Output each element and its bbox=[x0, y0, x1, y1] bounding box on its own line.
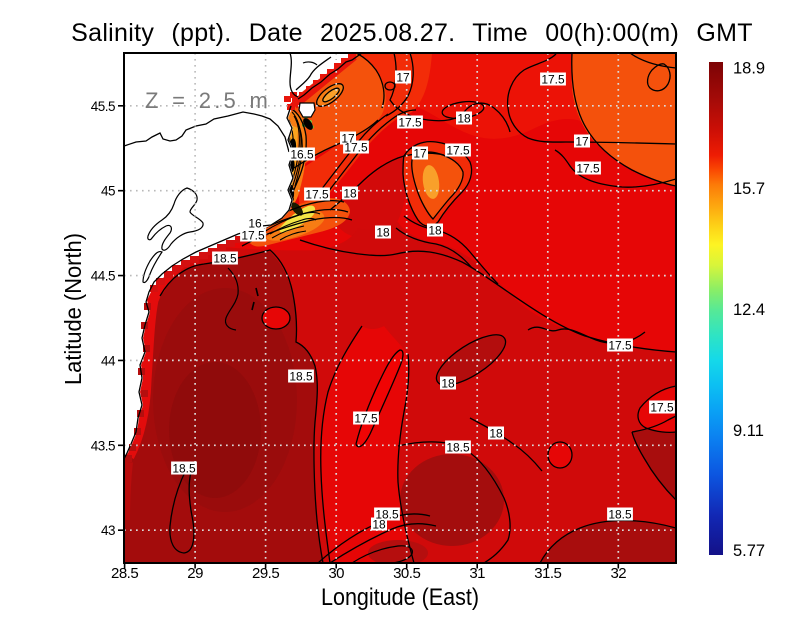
svg-text:28.5: 28.5 bbox=[111, 565, 138, 582]
svg-text:31: 31 bbox=[469, 565, 485, 582]
svg-text:18: 18 bbox=[441, 376, 455, 390]
svg-text:32: 32 bbox=[610, 565, 626, 582]
svg-text:30.5: 30.5 bbox=[393, 565, 420, 582]
svg-text:17: 17 bbox=[341, 131, 355, 145]
svg-text:43: 43 bbox=[101, 523, 115, 538]
svg-text:18: 18 bbox=[372, 517, 386, 531]
svg-text:12.4: 12.4 bbox=[733, 301, 765, 319]
svg-text:18.5: 18.5 bbox=[375, 507, 399, 521]
svg-text:9.11: 9.11 bbox=[733, 422, 764, 440]
svg-text:15.7: 15.7 bbox=[733, 180, 765, 198]
svg-text:17.5: 17.5 bbox=[305, 187, 329, 201]
svg-text:17.5: 17.5 bbox=[608, 338, 632, 352]
svg-text:17.5: 17.5 bbox=[576, 161, 600, 175]
svg-text:43.5: 43.5 bbox=[91, 438, 115, 453]
svg-text:18: 18 bbox=[428, 223, 442, 237]
svg-text:18.9: 18.9 bbox=[733, 60, 765, 78]
svg-text:Longitude (East): Longitude (East) bbox=[321, 584, 479, 611]
svg-text:17: 17 bbox=[396, 70, 410, 84]
svg-text:45: 45 bbox=[101, 184, 115, 199]
svg-text:5.77: 5.77 bbox=[733, 542, 765, 560]
svg-text:31.5: 31.5 bbox=[534, 565, 561, 582]
svg-text:17.5: 17.5 bbox=[446, 143, 470, 157]
svg-text:17.5: 17.5 bbox=[398, 115, 422, 129]
svg-text:17.5: 17.5 bbox=[354, 411, 378, 425]
svg-text:18.5: 18.5 bbox=[608, 507, 632, 521]
svg-text:18: 18 bbox=[489, 426, 503, 440]
svg-text:17.5: 17.5 bbox=[541, 72, 565, 86]
svg-text:18: 18 bbox=[457, 111, 471, 125]
svg-text:44: 44 bbox=[101, 353, 116, 368]
svg-text:Latitude (North): Latitude (North) bbox=[60, 233, 86, 385]
svg-text:17.5: 17.5 bbox=[344, 140, 368, 154]
svg-text:18.5: 18.5 bbox=[289, 369, 313, 383]
svg-text:17.5: 17.5 bbox=[650, 400, 674, 414]
svg-text:17: 17 bbox=[413, 146, 427, 160]
svg-text:16: 16 bbox=[248, 216, 262, 230]
svg-text:29: 29 bbox=[187, 565, 203, 582]
svg-text:17.5: 17.5 bbox=[241, 228, 265, 242]
svg-text:Salinity (ppt). Date 2025.08.2: Salinity (ppt). Date 2025.08.27. Time 00… bbox=[71, 19, 753, 47]
svg-text:Z = 2.5 m: Z = 2.5 m bbox=[145, 88, 271, 113]
svg-text:18: 18 bbox=[376, 225, 390, 239]
svg-text:17: 17 bbox=[575, 134, 589, 148]
svg-text:18: 18 bbox=[343, 186, 357, 200]
svg-text:16.5: 16.5 bbox=[290, 147, 314, 161]
svg-text:18.5: 18.5 bbox=[446, 440, 470, 454]
svg-text:44.5: 44.5 bbox=[91, 269, 115, 284]
svg-text:30: 30 bbox=[328, 565, 344, 582]
svg-text:45.5: 45.5 bbox=[91, 99, 115, 114]
svg-text:29.5: 29.5 bbox=[252, 565, 279, 582]
svg-text:18.5: 18.5 bbox=[172, 461, 196, 475]
svg-text:18.5: 18.5 bbox=[213, 251, 237, 265]
